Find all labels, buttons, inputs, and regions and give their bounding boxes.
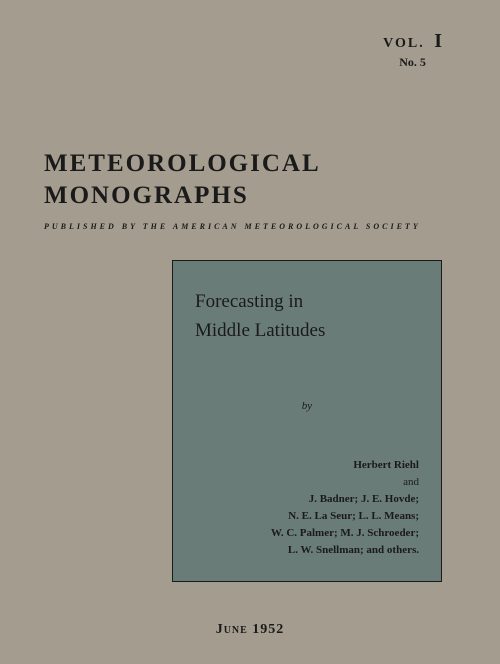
author-line: L. W. Snellman; and others. — [271, 542, 419, 559]
publication-date: June 1952 — [0, 622, 500, 638]
monograph-title-line1: Forecasting in — [195, 287, 419, 316]
volume-line: VOL. I — [383, 30, 442, 53]
issue-line: No. 5 — [383, 55, 442, 70]
volume-number: I — [434, 30, 442, 52]
publisher-line: PUBLISHED BY THE AMERICAN METEOROLOGICAL… — [44, 222, 421, 231]
volume-label: VOL. — [383, 36, 425, 51]
issue-label: No. — [399, 55, 417, 69]
series-title-line2: MONOGRAPHS — [44, 180, 321, 212]
byline: by — [195, 400, 419, 412]
volume-block: VOL. I No. 5 — [383, 30, 442, 70]
monograph-title: Forecasting in Middle Latitudes — [195, 287, 419, 346]
author-line: N. E. La Seur; L. L. Means; — [271, 508, 419, 525]
inset-box: Forecasting in Middle Latitudes by Herbe… — [172, 260, 442, 582]
series-title: METEOROLOGICAL MONOGRAPHS — [44, 148, 321, 212]
author-and: and — [271, 474, 419, 491]
author-list: Herbert Riehl and J. Badner; J. E. Hovde… — [271, 457, 419, 559]
monograph-title-line2: Middle Latitudes — [195, 316, 419, 345]
series-title-line1: METEOROLOGICAL — [44, 148, 321, 180]
issue-number: 5 — [420, 55, 426, 69]
author-line: W. C. Palmer; M. J. Schroeder; — [271, 525, 419, 542]
lead-author: Herbert Riehl — [271, 457, 419, 474]
author-line: J. Badner; J. E. Hovde; — [271, 491, 419, 508]
